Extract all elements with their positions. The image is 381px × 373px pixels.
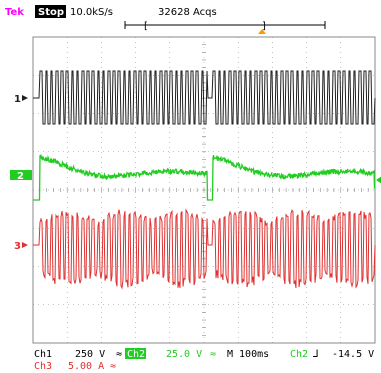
ch3-arrow-icon [22, 242, 28, 248]
ch2-waveform [33, 154, 376, 201]
ch1-scale: 250 V [75, 349, 105, 360]
ch1-waveform [33, 70, 376, 125]
ch2-scale: 25.0 V [166, 349, 202, 360]
trigger-slope-icon: ⅃ [313, 349, 319, 360]
ch2-marker[interactable]: 2 [10, 170, 32, 182]
ch3-marker[interactable]: 3 [14, 241, 28, 252]
ch2-badge: Ch2 [127, 349, 145, 360]
svg-text:2: 2 [17, 171, 24, 182]
svg-text:1: 1 [14, 94, 21, 105]
ch3-scale: 5.00 A [68, 361, 104, 372]
trigger-level-readout: -14.5 V [332, 349, 374, 360]
run-state-label: Stop [38, 7, 64, 18]
ch3-label: Ch3 [34, 361, 52, 372]
svg-text:]: ] [262, 21, 266, 32]
run-state-badge [35, 5, 66, 18]
ch1-marker[interactable]: 1 [14, 94, 28, 105]
svg-text:[: [ [144, 21, 148, 32]
timebase-readout: M 100ms [227, 349, 269, 360]
trigger-source: Ch2 [290, 349, 308, 360]
sample-rate-label: 10.0kS/s [70, 7, 113, 18]
ch3-coupling-icon: ≈ [110, 361, 116, 372]
ch3-waveform [33, 208, 376, 290]
ch1-arrow-icon [22, 95, 28, 101]
ch1-label: Ch1 [34, 349, 52, 360]
acquisitions-label: 32628 Acqs [158, 7, 217, 18]
trigger-level-icon [376, 176, 381, 184]
brand-label: Tek [5, 7, 24, 18]
trigger-position-icon [258, 29, 266, 34]
ch1-coupling-icon: ≈ [116, 349, 122, 360]
ch2-badge-bg [125, 348, 146, 359]
record-window-indicator: [ ] [124, 21, 326, 34]
ch2-coupling-icon: ≈ [210, 349, 216, 360]
svg-text:3: 3 [14, 241, 21, 252]
